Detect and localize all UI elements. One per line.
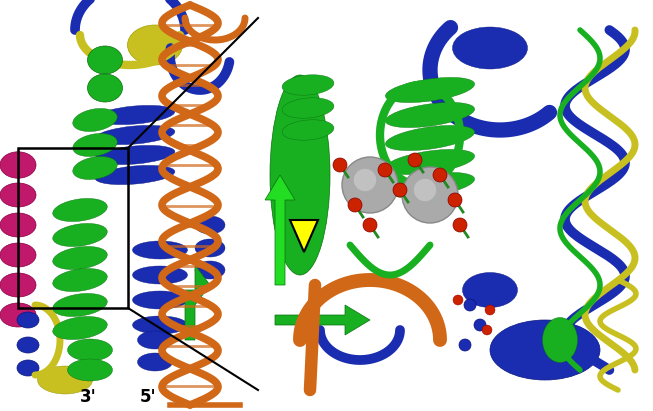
Ellipse shape: [448, 193, 462, 207]
Ellipse shape: [0, 183, 36, 207]
Ellipse shape: [195, 239, 225, 257]
Ellipse shape: [72, 157, 118, 180]
Ellipse shape: [385, 102, 475, 127]
Ellipse shape: [53, 293, 107, 316]
Ellipse shape: [53, 268, 107, 291]
Ellipse shape: [385, 125, 475, 150]
Ellipse shape: [37, 366, 93, 394]
Ellipse shape: [474, 319, 486, 331]
Ellipse shape: [385, 77, 475, 103]
Ellipse shape: [464, 299, 476, 311]
Ellipse shape: [385, 150, 475, 175]
Ellipse shape: [195, 216, 225, 234]
Ellipse shape: [408, 153, 422, 167]
Ellipse shape: [0, 243, 36, 267]
Ellipse shape: [95, 145, 175, 165]
Polygon shape: [265, 175, 295, 285]
Ellipse shape: [385, 173, 475, 198]
Ellipse shape: [282, 98, 334, 118]
Ellipse shape: [348, 198, 362, 212]
Text: 3': 3': [80, 388, 97, 406]
Ellipse shape: [195, 261, 225, 279]
Ellipse shape: [53, 224, 107, 247]
Text: 5': 5': [140, 388, 156, 406]
Ellipse shape: [17, 360, 39, 376]
Ellipse shape: [0, 303, 36, 327]
Ellipse shape: [378, 163, 392, 177]
Ellipse shape: [282, 120, 334, 140]
Polygon shape: [275, 305, 370, 335]
Ellipse shape: [462, 272, 517, 307]
Ellipse shape: [138, 331, 172, 349]
Ellipse shape: [393, 183, 407, 197]
Ellipse shape: [414, 179, 436, 201]
Ellipse shape: [0, 273, 36, 297]
Ellipse shape: [490, 320, 600, 380]
Ellipse shape: [67, 339, 112, 361]
Ellipse shape: [138, 353, 172, 371]
Ellipse shape: [453, 295, 463, 305]
Ellipse shape: [543, 318, 577, 363]
Ellipse shape: [333, 158, 347, 172]
Ellipse shape: [72, 134, 118, 157]
Ellipse shape: [133, 266, 187, 284]
Ellipse shape: [282, 75, 334, 95]
Ellipse shape: [342, 157, 398, 213]
Ellipse shape: [0, 152, 36, 178]
Bar: [18, 148, 128, 308]
Ellipse shape: [433, 168, 447, 182]
Ellipse shape: [133, 316, 187, 334]
Ellipse shape: [402, 167, 458, 223]
Ellipse shape: [67, 359, 112, 381]
Ellipse shape: [127, 25, 182, 65]
Ellipse shape: [0, 213, 36, 237]
Ellipse shape: [133, 291, 187, 309]
Ellipse shape: [270, 75, 330, 275]
Ellipse shape: [53, 247, 107, 270]
Ellipse shape: [363, 218, 377, 232]
Ellipse shape: [53, 199, 107, 222]
Polygon shape: [290, 220, 318, 252]
Ellipse shape: [453, 27, 528, 69]
Ellipse shape: [53, 316, 107, 339]
Polygon shape: [185, 265, 210, 340]
Ellipse shape: [17, 312, 39, 328]
Ellipse shape: [17, 337, 39, 353]
Ellipse shape: [133, 241, 187, 259]
Ellipse shape: [95, 105, 175, 125]
Ellipse shape: [72, 109, 118, 132]
Ellipse shape: [95, 125, 175, 145]
Ellipse shape: [485, 305, 495, 315]
Ellipse shape: [459, 339, 471, 351]
Ellipse shape: [354, 169, 376, 191]
Ellipse shape: [95, 165, 175, 185]
Ellipse shape: [453, 218, 467, 232]
Ellipse shape: [482, 325, 492, 335]
Ellipse shape: [88, 46, 123, 74]
Ellipse shape: [88, 74, 123, 102]
